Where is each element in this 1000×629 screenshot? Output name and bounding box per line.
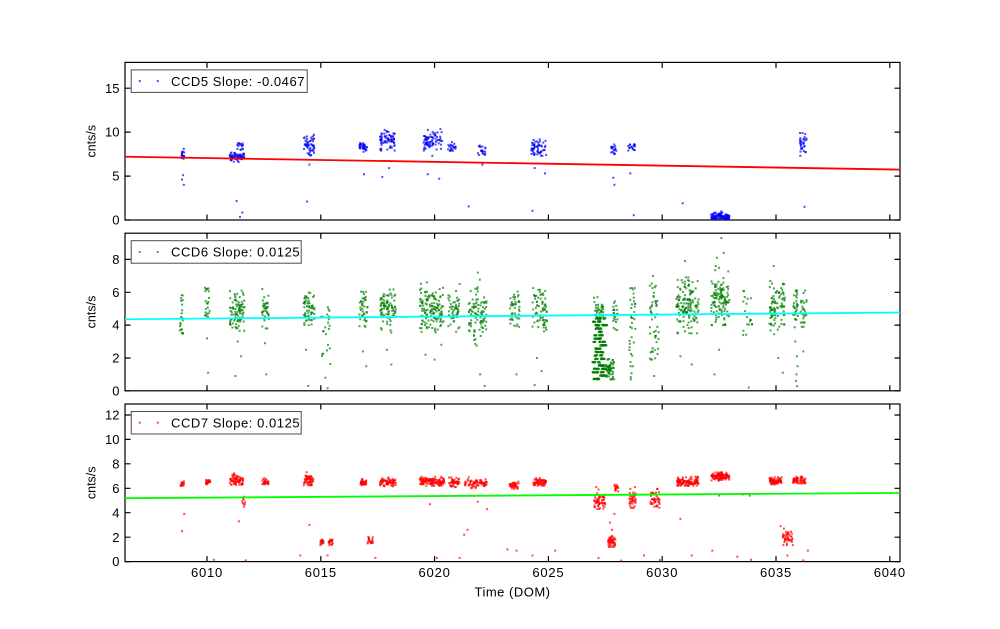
- svg-text:4: 4: [112, 318, 119, 333]
- svg-text:8: 8: [112, 252, 119, 267]
- svg-text:cnts/s: cnts/s: [85, 296, 99, 329]
- svg-text:CCD6 Slope: 0.0125: CCD6 Slope: 0.0125: [171, 245, 300, 260]
- svg-text:6: 6: [112, 481, 119, 496]
- svg-text:0: 0: [112, 383, 119, 398]
- svg-text:12: 12: [105, 408, 119, 423]
- svg-text:5: 5: [112, 169, 119, 184]
- svg-text:Time (DOM): Time (DOM): [474, 585, 550, 600]
- svg-text:cnts/s: cnts/s: [85, 466, 99, 499]
- svg-text:2: 2: [112, 351, 119, 366]
- svg-text:6010: 6010: [191, 565, 223, 580]
- svg-text:15: 15: [105, 81, 119, 96]
- svg-text:CCD7 Slope: 0.0125: CCD7 Slope: 0.0125: [171, 415, 300, 430]
- svg-text:2: 2: [112, 530, 119, 545]
- svg-text:6035: 6035: [760, 565, 792, 580]
- svg-text:10: 10: [105, 125, 119, 140]
- svg-text:cnts/s: cnts/s: [85, 125, 99, 158]
- svg-text:0: 0: [112, 213, 119, 228]
- svg-text:0: 0: [112, 554, 119, 569]
- svg-text:6020: 6020: [419, 565, 451, 580]
- svg-text:6025: 6025: [532, 565, 564, 580]
- svg-text:8: 8: [112, 456, 119, 471]
- svg-text:6015: 6015: [305, 565, 337, 580]
- svg-text:6030: 6030: [646, 565, 678, 580]
- svg-text:10: 10: [105, 432, 119, 447]
- svg-text:CCD5 Slope: -0.0467: CCD5 Slope: -0.0467: [171, 74, 305, 89]
- svg-text:4: 4: [112, 505, 119, 520]
- svg-text:6: 6: [112, 285, 119, 300]
- svg-text:6040: 6040: [874, 565, 906, 580]
